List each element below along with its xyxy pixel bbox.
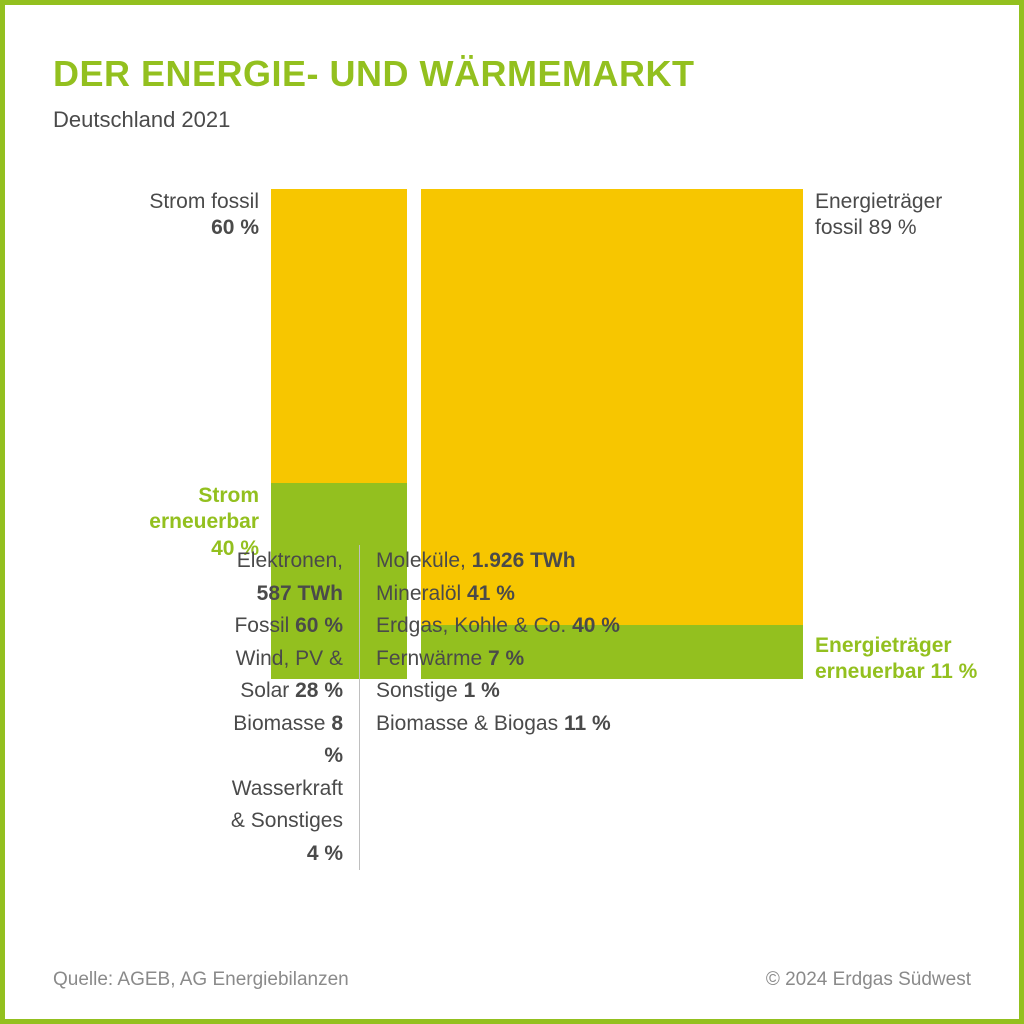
details-heading: Elektronen, 587 TWh: [223, 545, 343, 610]
details-elektronen: Elektronen, 587 TWhFossil 60 %Wind, PV &…: [223, 545, 359, 870]
details-section: Elektronen, 587 TWhFossil 60 %Wind, PV &…: [223, 545, 620, 870]
segment-fossil: [271, 189, 407, 483]
label-energie-fossil: Energieträger fossil 89 %: [815, 189, 1015, 242]
details-row: Fernwärme 7 %: [376, 643, 620, 676]
details-row: Biomasse 8 %: [223, 708, 343, 773]
details-heading: Moleküle, 1.926 TWh: [376, 545, 620, 578]
details-row: Sonstige 1 %: [376, 675, 620, 708]
details-row: Mineralöl 41 %: [376, 578, 620, 611]
details-row: Wasserkraft & Sonstiges 4 %: [223, 773, 343, 871]
subtitle: Deutschland 2021: [53, 107, 971, 133]
label-strom-fossil: Strom fossil 60 %: [53, 189, 259, 242]
details-row: Erdgas, Kohle & Co. 40 %: [376, 610, 620, 643]
label-energie-erneuerbar: Energieträger erneuerbar 11 %: [815, 633, 1024, 686]
page-title: DER ENERGIE- UND WÄRMEMARKT: [53, 53, 971, 95]
copyright-text: © 2024 Erdgas Südwest: [766, 969, 971, 991]
details-row: Wind, PV & Solar 28 %: [223, 643, 343, 708]
source-text: Quelle: AGEB, AG Energiebilanzen: [53, 969, 349, 991]
details-row: Biomasse & Biogas 11 %: [376, 708, 620, 741]
footer: Quelle: AGEB, AG Energiebilanzen © 2024 …: [53, 969, 971, 991]
details-row: Fossil 60 %: [223, 610, 343, 643]
details-molekuele: Moleküle, 1.926 TWhMineralöl 41 %Erdgas,…: [359, 545, 620, 870]
